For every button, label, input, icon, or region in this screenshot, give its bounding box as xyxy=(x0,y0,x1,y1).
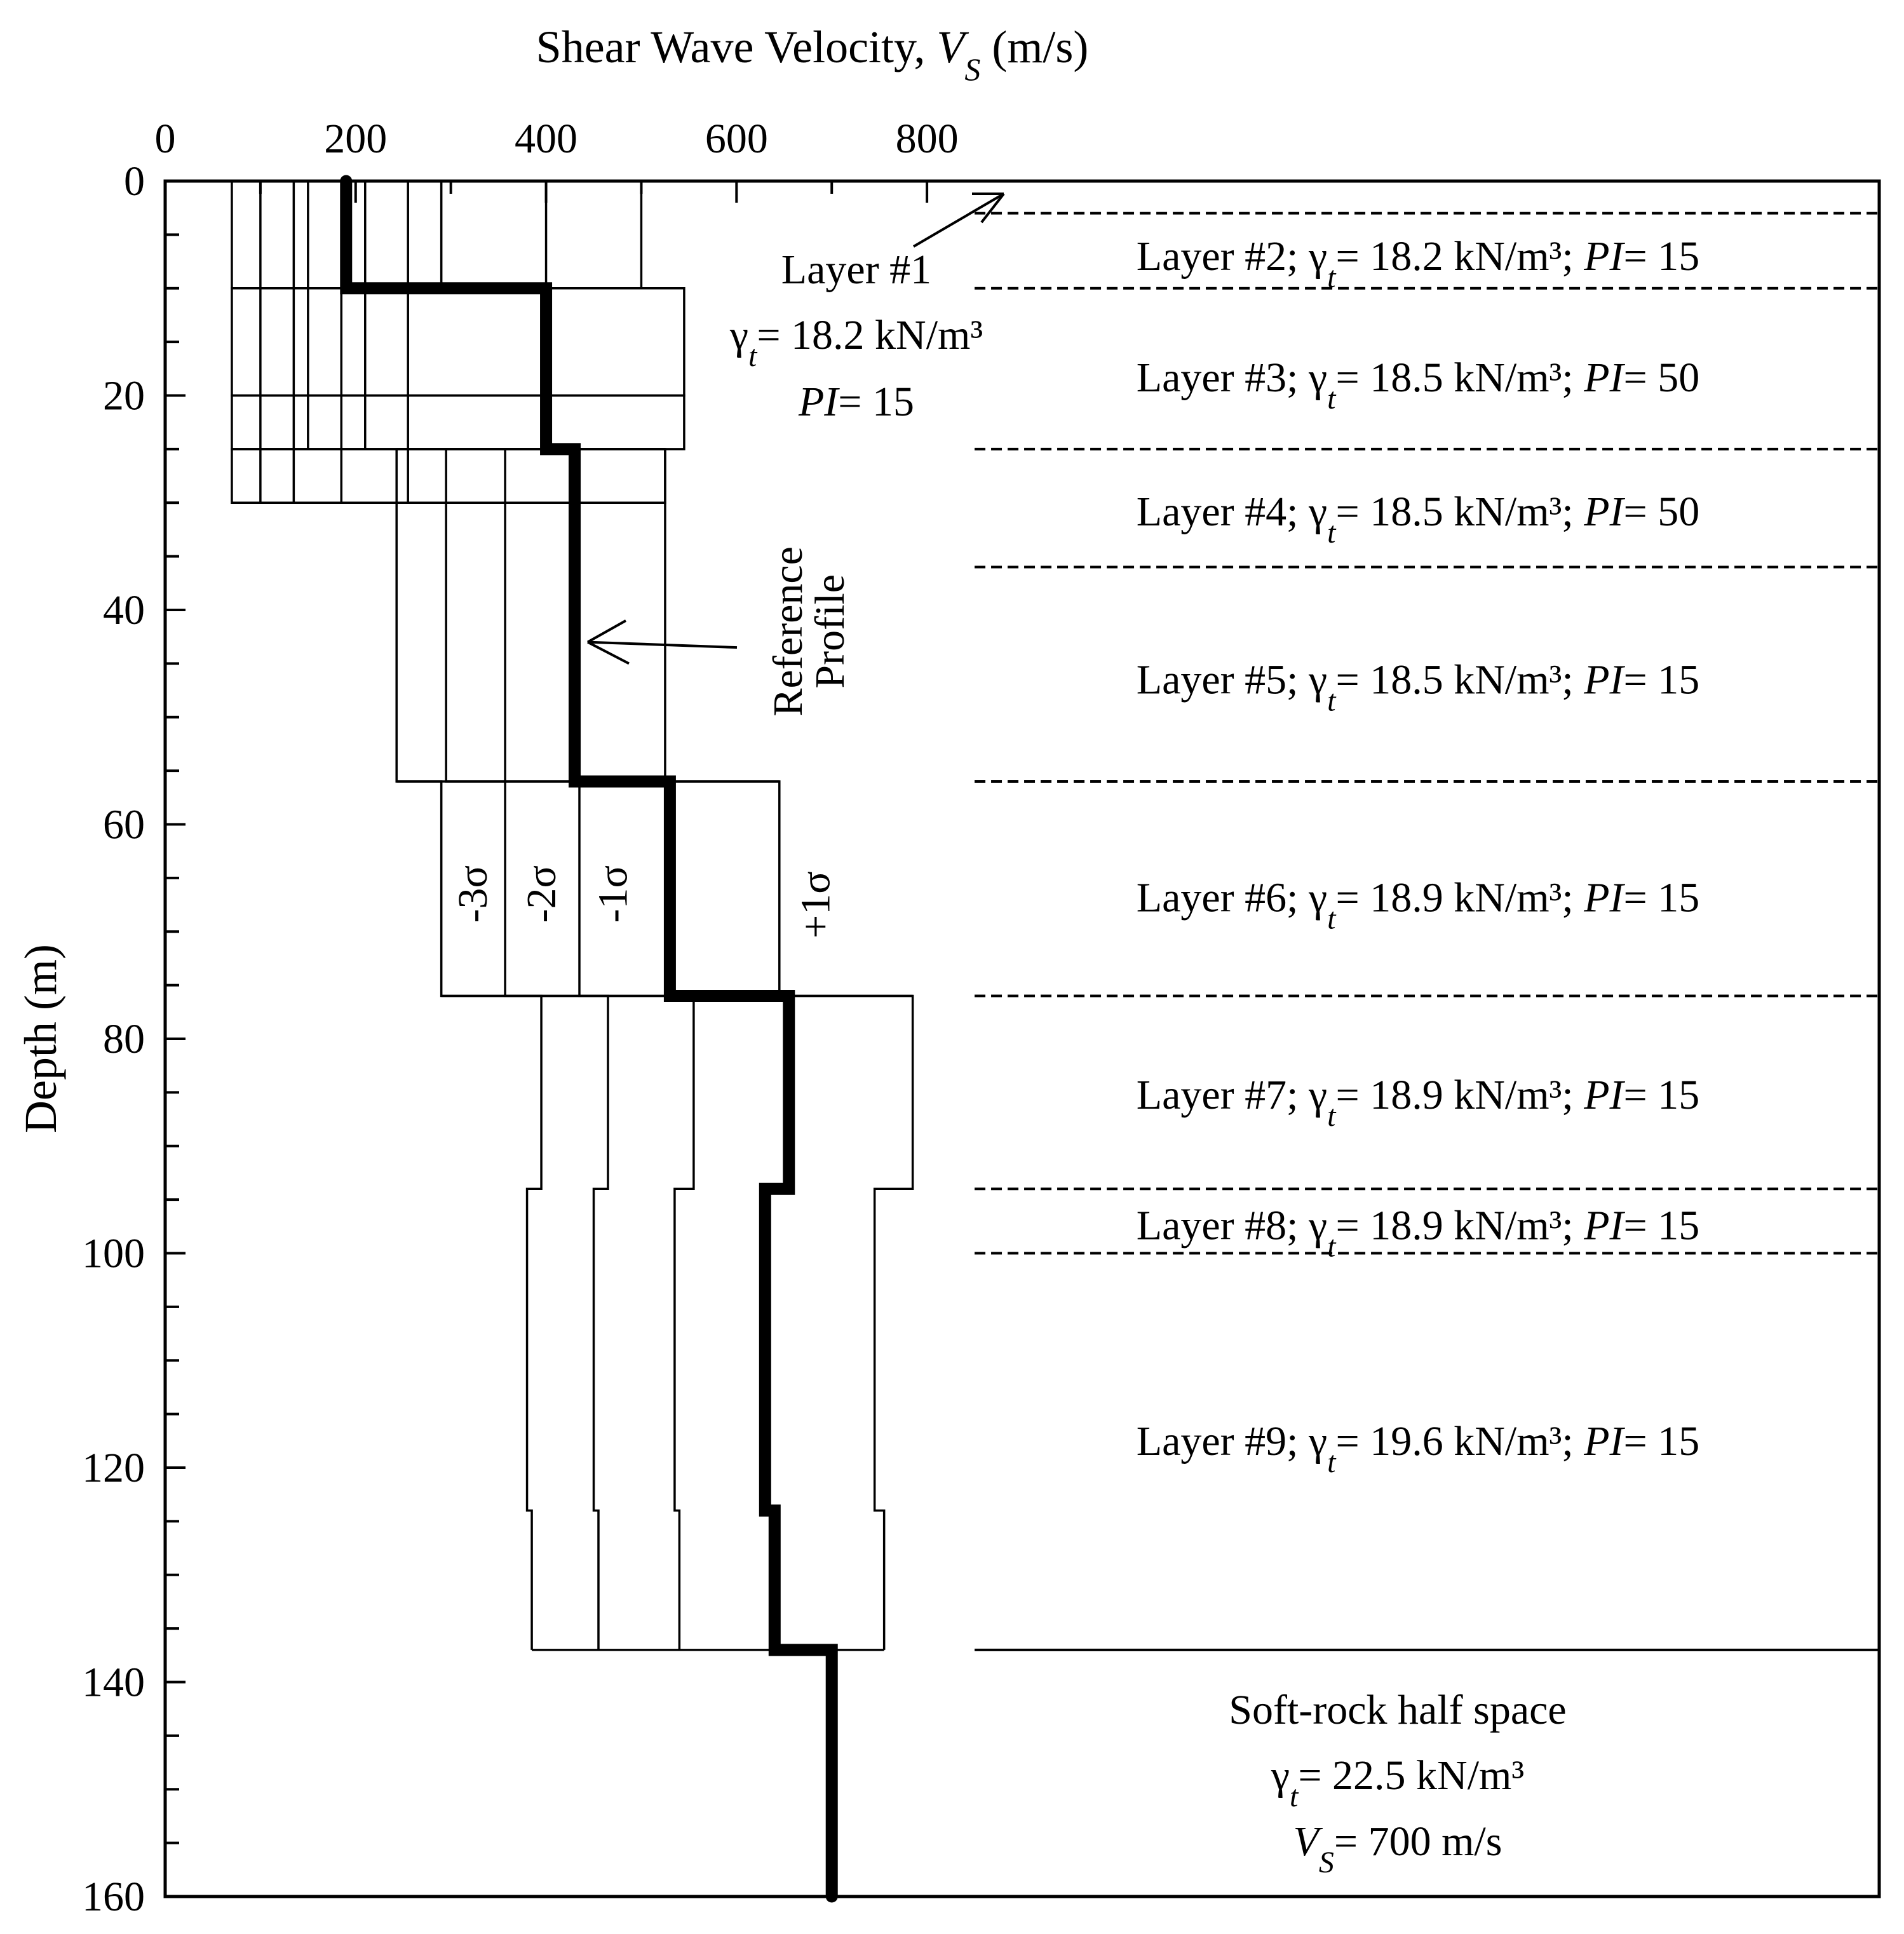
x-tick-label-3: 600 xyxy=(705,116,768,162)
upper-layer-grid xyxy=(231,180,685,504)
layer-boundaries xyxy=(975,212,1879,1651)
y-tick-label-4: 80 xyxy=(103,1016,145,1062)
x-tick-label-1: 200 xyxy=(324,116,387,162)
annotations: Layer #1 γt= 18.2 kN/m³ PI= 15 ReferencePro… xyxy=(450,193,1567,1879)
layer1-arrow-head-b xyxy=(980,193,1005,224)
layer1-pi: PI= 15 xyxy=(798,379,914,425)
y-tick-label-0: 0 xyxy=(124,158,145,205)
halfspace-vs: VS= 700 m/s xyxy=(1293,1818,1502,1879)
halfspace-title: Soft-rock half space xyxy=(1229,1687,1566,1733)
minus-1-sigma-label: -1σ xyxy=(590,865,636,923)
grid-box-3 xyxy=(231,448,666,504)
layer-label-3: Layer #3; γt= 18.5 kN/m³; PI= 50 xyxy=(1137,355,1699,416)
layer-label-8: Layer #8; γt= 18.9 kN/m³; PI= 15 xyxy=(1137,1203,1699,1264)
sigma-profiles xyxy=(395,448,914,1651)
x-tick-label-2: 400 xyxy=(515,116,577,162)
minus-3-sigma-label: -3σ xyxy=(450,865,496,923)
layer1-title: Layer #1 xyxy=(781,247,931,293)
y-tick-label-7: 140 xyxy=(82,1660,145,1706)
plus-1-sigma-label: +1σ xyxy=(793,871,839,938)
x-tick-label-4: 800 xyxy=(896,116,959,162)
x-axis-title: Shear Wave Velocity, VS (m/s) xyxy=(536,22,1089,87)
y-tick-label-8: 160 xyxy=(82,1874,145,1920)
layer-label-9: Layer #9; γt= 19.6 kN/m³; PI= 15 xyxy=(1137,1418,1699,1479)
minus-3-sigma-profile xyxy=(395,449,543,1650)
y-tick-label-5: 100 xyxy=(82,1231,145,1277)
reference-arrow-head-b xyxy=(587,640,630,665)
reference-profile-label: ReferenceProfile xyxy=(765,546,853,716)
layer-label-6: Layer #6; γt= 18.9 kN/m³; PI= 15 xyxy=(1137,874,1699,935)
y-tick-label-1: 20 xyxy=(103,373,145,419)
layer-label-4: Layer #4; γt= 18.5 kN/m³; PI= 50 xyxy=(1137,489,1699,550)
layer-label-2: Layer #2; γt= 18.2 kN/m³; PI= 15 xyxy=(1137,233,1699,294)
layer1-arrow-shaft xyxy=(912,193,1005,248)
y-axis-title: Depth (m) xyxy=(15,944,66,1133)
y-tick-label-2: 40 xyxy=(103,587,145,633)
reference-profile-line xyxy=(340,175,838,1903)
layer-label-7: Layer #7; γt= 18.9 kN/m³; PI= 15 xyxy=(1137,1072,1699,1133)
y-tick-label-3: 60 xyxy=(103,802,145,848)
reference-arrow-head-a xyxy=(587,619,626,644)
grid-box-1 xyxy=(231,287,685,397)
plot-frame xyxy=(163,179,1881,1898)
minus-2-sigma-label: -2σ xyxy=(518,865,565,923)
layer-label-5: Layer #5; γt= 18.5 kN/m³; PI= 15 xyxy=(1137,657,1699,718)
layer-labels: Layer #2; γt= 18.2 kN/m³; PI= 15 Layer #3… xyxy=(1137,233,1699,1478)
reference-profile xyxy=(340,175,838,1903)
axes: 0 200 400 600 800 0 20 40 60 80 100 120 140 160 Shear … xyxy=(15,22,1881,1920)
x-tick-label-0: 0 xyxy=(155,116,176,162)
layer1-gamma: γt= 18.2 kN/m³ xyxy=(729,312,983,373)
y-tick-label-6: 120 xyxy=(82,1445,145,1491)
grid-box-2 xyxy=(231,394,685,450)
reference-arrow-shaft xyxy=(587,640,738,649)
halfspace-gamma: γt= 22.5 kN/m³ xyxy=(1271,1752,1524,1813)
